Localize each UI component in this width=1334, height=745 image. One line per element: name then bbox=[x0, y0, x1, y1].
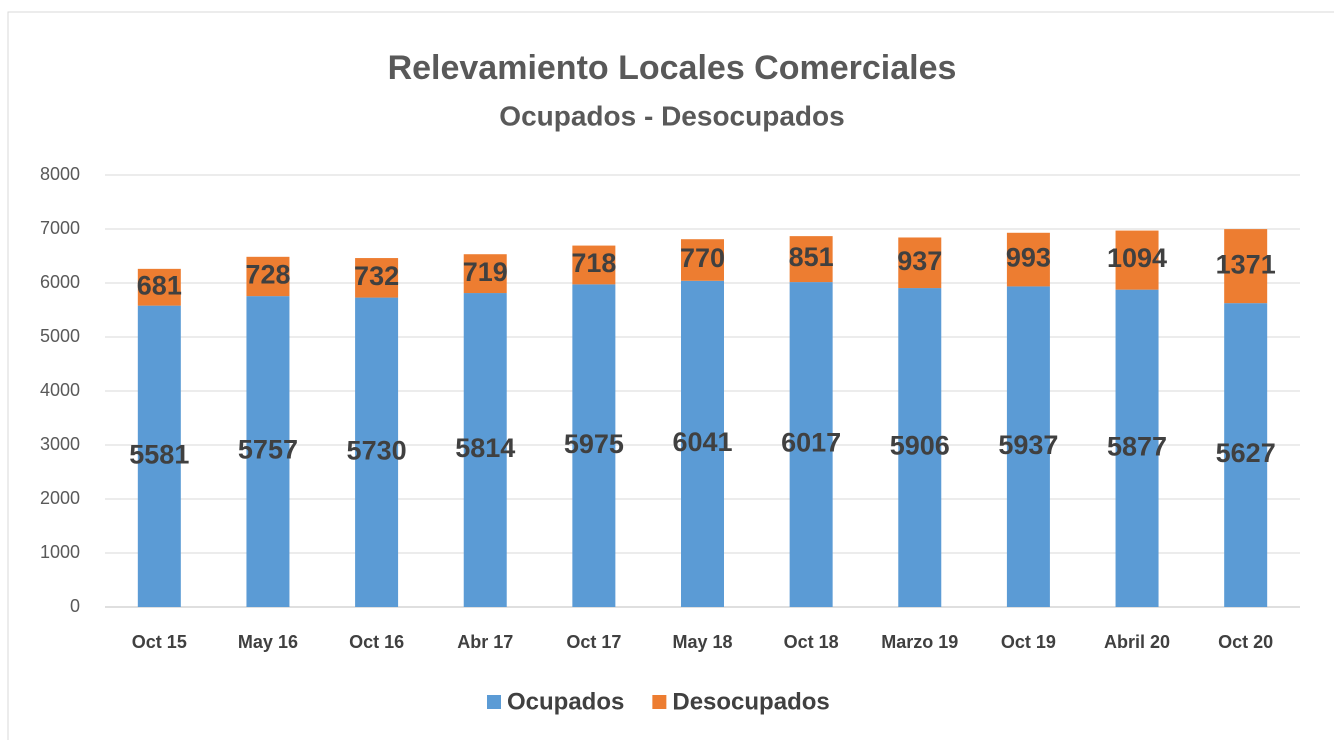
bar-segment bbox=[463, 293, 507, 607]
data-label: 5937 bbox=[998, 430, 1058, 460]
x-tick-label: Abril 20 bbox=[1104, 632, 1170, 652]
data-label: 719 bbox=[463, 257, 508, 287]
data-label: 5581 bbox=[129, 439, 189, 469]
bar-segment bbox=[137, 268, 181, 306]
bar-segment bbox=[789, 282, 833, 607]
bar-segment bbox=[246, 296, 290, 607]
data-label: 5730 bbox=[347, 435, 407, 465]
x-tick-label: Marzo 19 bbox=[881, 632, 958, 652]
bar-segment bbox=[681, 239, 724, 281]
x-tick-label: Oct 16 bbox=[349, 632, 404, 652]
y-tick-label: 8000 bbox=[40, 164, 80, 184]
bar-segment bbox=[572, 284, 616, 607]
data-label: 5975 bbox=[564, 429, 624, 459]
chart-title: Relevamiento Locales Comerciales bbox=[388, 49, 957, 87]
x-tick-label: Abr 17 bbox=[457, 632, 513, 652]
x-tick-label: Oct 19 bbox=[1001, 632, 1056, 652]
bar-segment bbox=[898, 288, 942, 607]
data-label: 851 bbox=[789, 242, 834, 272]
data-label: 718 bbox=[571, 248, 616, 278]
bar-segment bbox=[681, 280, 724, 607]
bar-segment bbox=[137, 305, 181, 607]
data-label: 728 bbox=[245, 260, 290, 290]
bar-segment bbox=[463, 254, 507, 294]
bar-segment bbox=[1224, 303, 1268, 607]
data-label: 993 bbox=[1006, 243, 1051, 273]
legend-label: Ocupados bbox=[507, 688, 624, 715]
y-tick-label: 0 bbox=[70, 596, 80, 616]
data-label: 6017 bbox=[781, 428, 841, 458]
data-label: 6041 bbox=[672, 427, 732, 457]
x-tick-label: Oct 20 bbox=[1218, 632, 1273, 652]
data-label: 5757 bbox=[238, 435, 298, 465]
bar-segment bbox=[355, 297, 399, 607]
data-label: 5877 bbox=[1107, 431, 1167, 461]
bar-segment bbox=[355, 258, 399, 298]
y-tick-label: 6000 bbox=[40, 272, 80, 292]
bar-segment bbox=[898, 237, 942, 289]
bar-segment bbox=[1115, 289, 1159, 607]
data-label: 937 bbox=[897, 246, 942, 276]
bar-segment bbox=[246, 256, 290, 297]
x-tick-label: Oct 17 bbox=[566, 632, 621, 652]
legend-swatch bbox=[487, 695, 501, 709]
chart-subtitle: Ocupados - Desocupados bbox=[499, 100, 844, 131]
data-label: 732 bbox=[354, 261, 399, 291]
data-label: 770 bbox=[680, 243, 725, 273]
bar-segment bbox=[789, 236, 833, 283]
bar-segment bbox=[572, 245, 616, 285]
chart-frame bbox=[7, 11, 1334, 745]
data-label: 5627 bbox=[1216, 438, 1276, 468]
data-label: 5814 bbox=[455, 433, 515, 463]
y-tick-label: 2000 bbox=[40, 488, 80, 508]
x-tick-label: Oct 18 bbox=[784, 632, 839, 652]
y-tick-label: 4000 bbox=[40, 380, 80, 400]
y-tick-label: 1000 bbox=[40, 542, 80, 562]
x-tick-label: May 18 bbox=[672, 632, 732, 652]
y-tick-label: 7000 bbox=[40, 218, 80, 238]
legend-swatch bbox=[652, 695, 667, 709]
bar-segment bbox=[1224, 229, 1268, 304]
data-label: 1094 bbox=[1107, 243, 1167, 273]
bar-segment bbox=[1006, 232, 1050, 287]
x-tick-label: May 16 bbox=[238, 632, 298, 652]
bar-segment bbox=[1115, 230, 1159, 290]
y-tick-label: 5000 bbox=[40, 326, 80, 346]
legend-label: Desocupados bbox=[672, 688, 829, 715]
y-tick-label: 3000 bbox=[40, 434, 80, 454]
bar-segment bbox=[1006, 286, 1050, 607]
data-label: 5906 bbox=[890, 431, 950, 461]
x-tick-label: Oct 15 bbox=[132, 632, 187, 652]
data-label: 681 bbox=[137, 270, 182, 300]
data-label: 1371 bbox=[1216, 249, 1276, 279]
